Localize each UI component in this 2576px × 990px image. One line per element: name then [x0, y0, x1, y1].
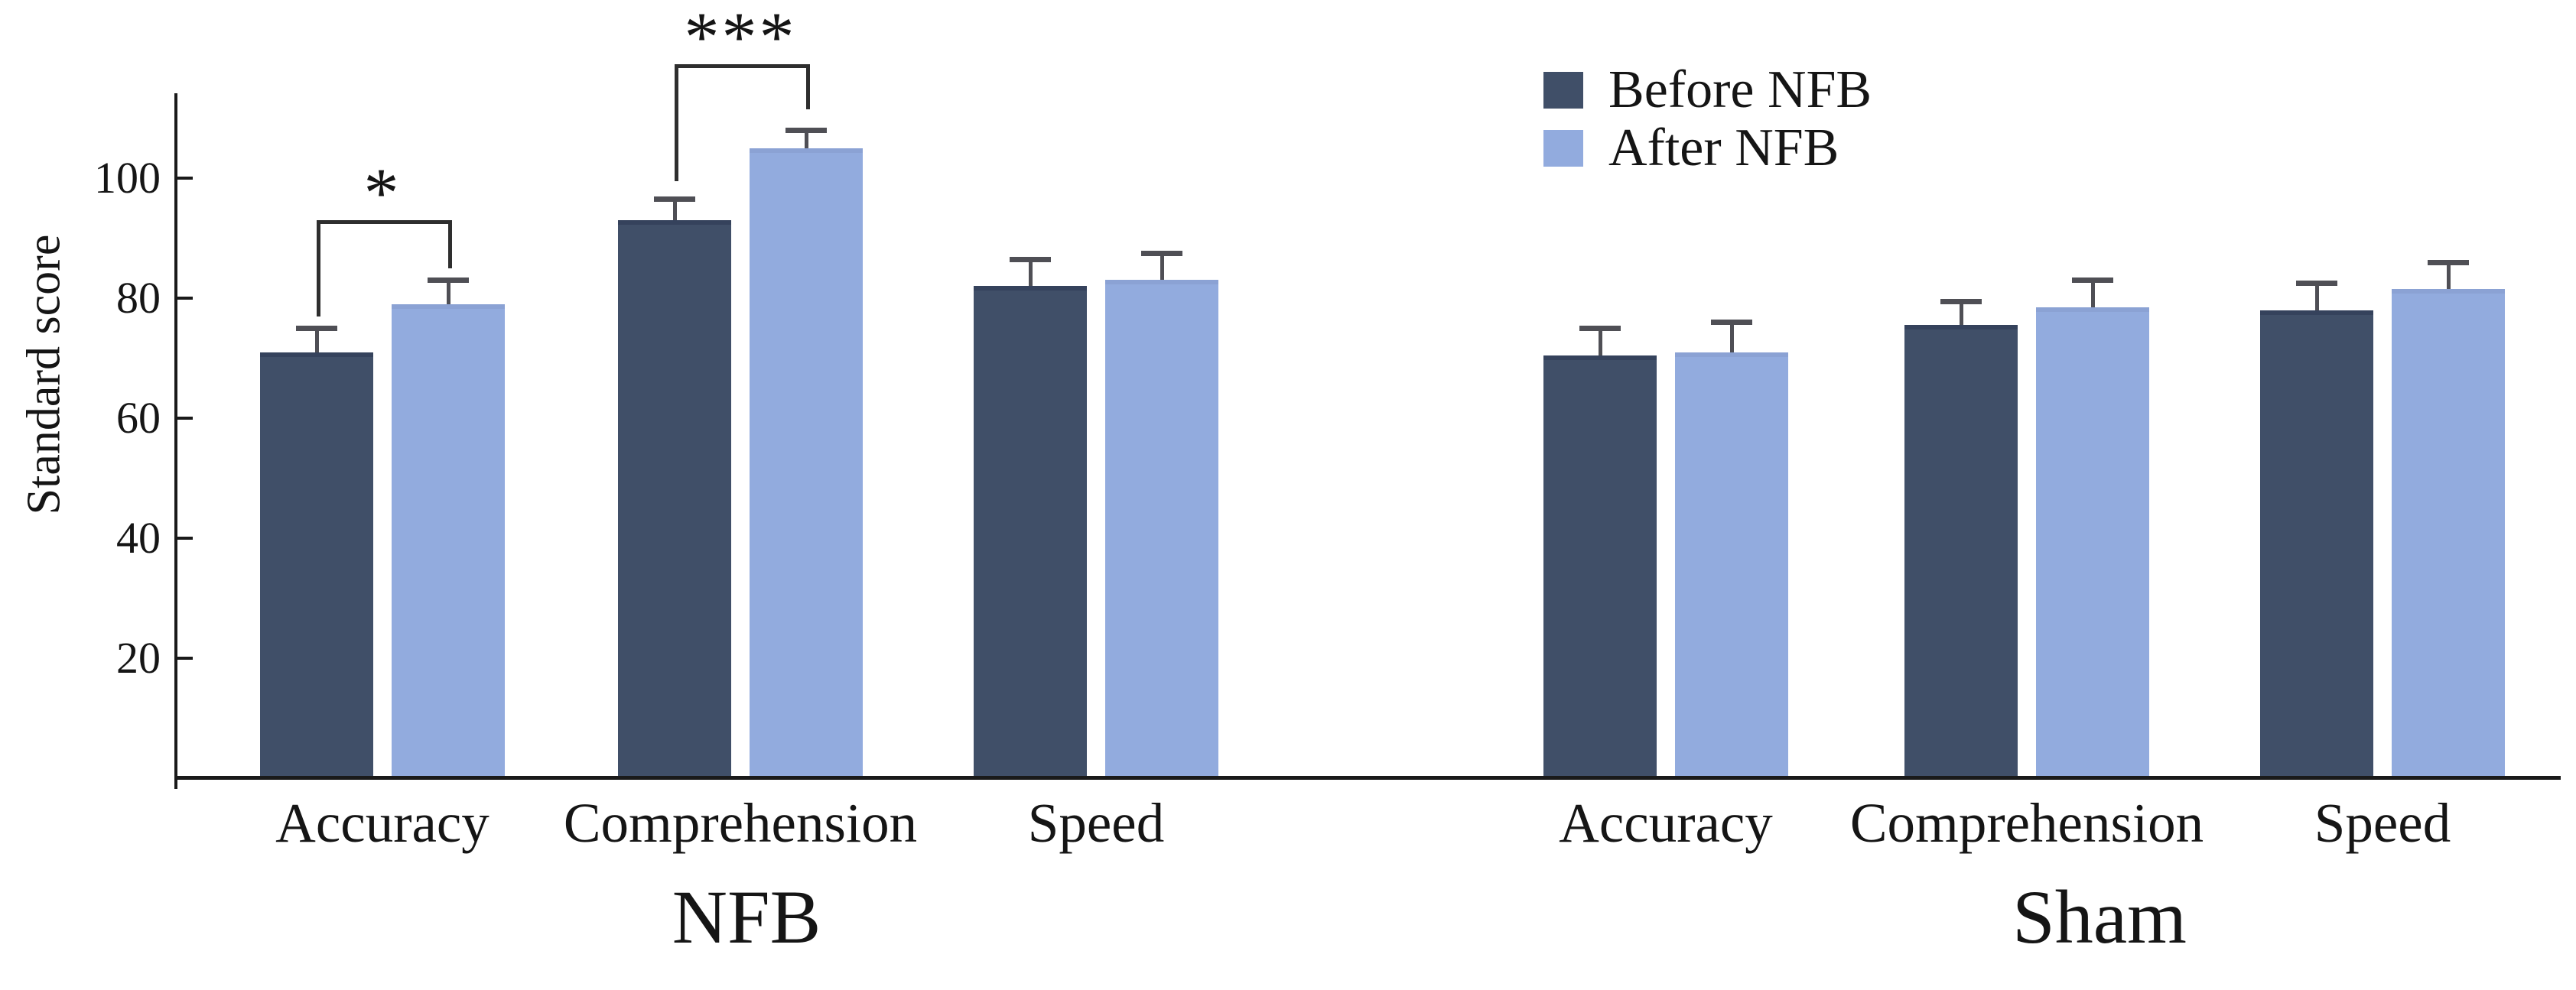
- group-label-nfb: NFB: [672, 875, 821, 959]
- bar-nfb-comprehension-before: [618, 219, 731, 776]
- legend-swatch-icon: [1543, 72, 1583, 109]
- significance-bracket-bar: [675, 63, 810, 68]
- error-bar-cap: [1940, 298, 1982, 304]
- error-bar-cap: [428, 278, 469, 284]
- bar-sham-accuracy-before: [1543, 355, 1657, 776]
- significance-stars: ***: [684, 0, 797, 76]
- error-bar-stem: [2446, 261, 2451, 290]
- legend-label: Before NFB: [1608, 60, 1872, 119]
- bar-nfb-speed-after: [1105, 280, 1218, 776]
- bar-nfb-accuracy-after: [392, 303, 505, 776]
- significance-stars: *: [363, 153, 402, 232]
- error-bar-stem: [446, 280, 450, 304]
- significance-bracket-bar: [317, 219, 452, 224]
- bar-nfb-comprehension-after: [750, 148, 863, 776]
- bar-nfb-accuracy-before: [260, 352, 373, 776]
- legend: Before NFB After NFB: [1543, 63, 1872, 175]
- significance-bracket-right-leg: [806, 63, 810, 109]
- error-bar-stem: [1729, 322, 1734, 352]
- error-bar-stem: [1160, 253, 1164, 281]
- x-axis-line: [174, 776, 2561, 780]
- error-bar-cap: [2296, 281, 2337, 287]
- error-bar-cap: [785, 128, 827, 134]
- category-label-speed: Speed: [1027, 792, 1165, 854]
- error-bar-stem: [1028, 258, 1033, 287]
- y-tick-mark: [177, 537, 193, 540]
- error-bar-cap: [1141, 251, 1182, 257]
- error-bar-stem: [804, 130, 808, 148]
- significance-bracket-left-leg: [317, 219, 320, 316]
- error-bar-cap: [654, 196, 695, 203]
- bar-sham-speed-after: [2392, 289, 2505, 776]
- error-bar-cap: [296, 326, 337, 332]
- error-bar-cap: [1711, 320, 1752, 326]
- error-bar-stem: [314, 328, 319, 352]
- group-label-sham: Sham: [2012, 875, 2187, 959]
- y-tick-label: 80: [116, 273, 161, 323]
- bar-sham-accuracy-after: [1675, 352, 1788, 776]
- category-label-comprehension: Comprehension: [563, 792, 918, 854]
- category-label-speed: Speed: [2314, 792, 2451, 854]
- legend-label: After NFB: [1608, 118, 1839, 177]
- bar-sham-comprehension-before: [1904, 325, 2018, 776]
- y-tick-label: 40: [116, 513, 161, 563]
- error-bar-stem: [2314, 283, 2319, 310]
- error-bar-stem: [1598, 328, 1602, 355]
- error-bar-cap: [1579, 326, 1621, 332]
- y-tick-mark: [177, 297, 193, 300]
- category-label-accuracy: Accuracy: [275, 792, 490, 854]
- bar-sham-speed-before: [2260, 310, 2373, 776]
- y-axis-line: [174, 93, 177, 789]
- bar-sham-comprehension-after: [2036, 307, 2149, 776]
- error-bar-cap: [1010, 256, 1051, 262]
- error-bar-stem: [1959, 300, 1963, 326]
- y-tick-mark: [177, 177, 193, 180]
- y-tick-label: 20: [116, 633, 161, 683]
- y-tick-label: 100: [94, 153, 161, 203]
- category-label-comprehension: Comprehension: [1849, 792, 2204, 854]
- error-bar-cap: [2072, 278, 2113, 284]
- legend-entry: After NFB: [1543, 122, 1872, 175]
- legend-entry: Before NFB: [1543, 63, 1872, 117]
- significance-bracket-right-leg: [448, 219, 452, 268]
- bar-nfb-speed-before: [974, 286, 1087, 776]
- error-bar-stem: [2090, 280, 2095, 307]
- legend-swatch-icon: [1543, 130, 1583, 167]
- significance-bracket-left-leg: [675, 63, 678, 181]
- error-bar-stem: [672, 199, 677, 220]
- error-bar-cap: [2428, 259, 2469, 265]
- y-tick-label: 60: [116, 393, 161, 443]
- category-label-accuracy: Accuracy: [1559, 792, 1773, 854]
- y-tick-mark: [177, 657, 193, 660]
- y-tick-mark: [177, 417, 193, 420]
